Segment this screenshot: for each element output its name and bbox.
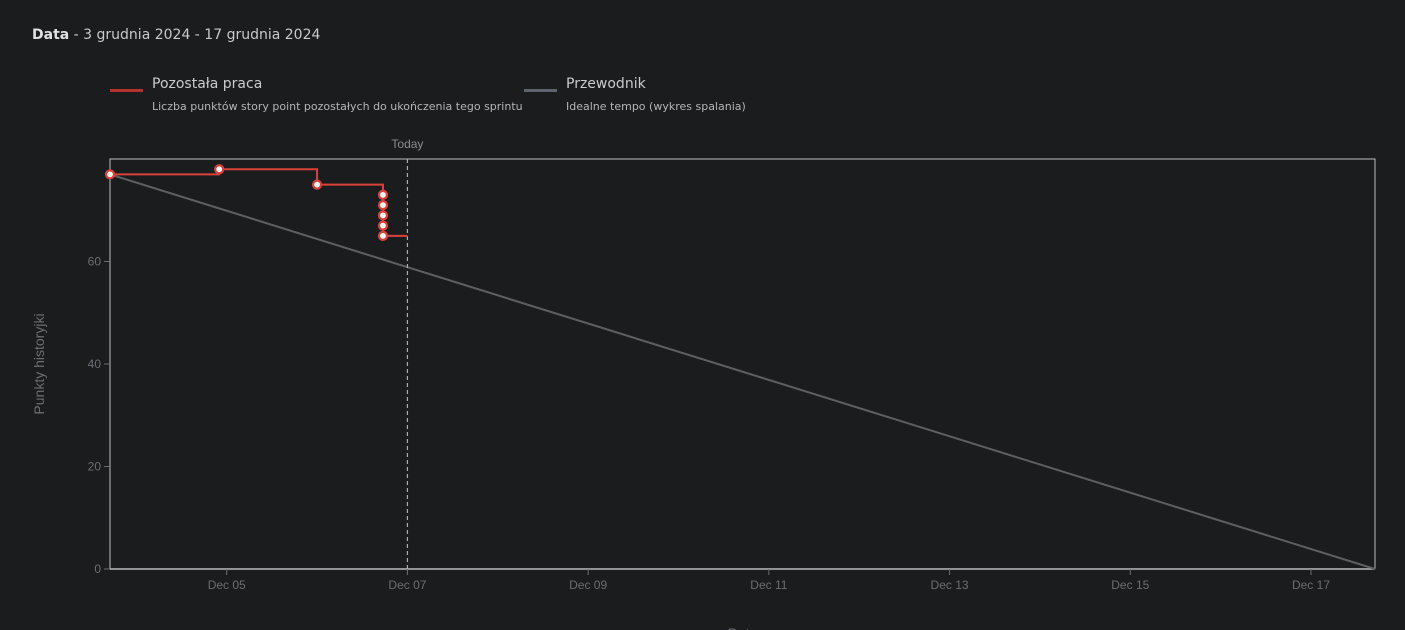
remaining-work-point bbox=[377, 200, 389, 211]
legend-description-remaining-work: Liczba punktów story point pozostałych d… bbox=[152, 100, 523, 113]
x-tick-label: Dec 15 bbox=[1111, 578, 1149, 592]
x-tick-label: Dec 07 bbox=[388, 578, 426, 592]
x-tick-label: Dec 11 bbox=[750, 578, 787, 592]
remaining-work-point bbox=[377, 189, 389, 200]
y-axis-title: Punkty historyjki bbox=[31, 313, 47, 414]
y-tick-label: 0 bbox=[94, 562, 101, 576]
date-range-value: - 3 grudnia 2024 - 17 grudnia 2024 bbox=[69, 27, 321, 43]
legend-description-guideline: Idealne tempo (wykres spalania) bbox=[566, 100, 746, 113]
remaining-work-series-line bbox=[110, 168, 408, 237]
x-tick-label: Dec 09 bbox=[569, 578, 607, 592]
plot-frame bbox=[109, 158, 1376, 569]
x-tick-label: Dec 17 bbox=[1292, 578, 1330, 592]
y-tick-label: 20 bbox=[88, 460, 102, 474]
remaining-work-point bbox=[377, 220, 389, 231]
y-tick-label: 60 bbox=[88, 255, 102, 269]
date-range-header: Data - 3 grudnia 2024 - 17 grudnia 2024 bbox=[32, 27, 320, 43]
today-marker-label: Today bbox=[391, 137, 423, 151]
x-tick-label: Dec 05 bbox=[208, 578, 246, 592]
x-axis-title: Data bbox=[728, 625, 758, 630]
legend-swatch-guideline bbox=[524, 89, 557, 92]
remaining-work-point bbox=[311, 179, 323, 190]
remaining-work-point bbox=[104, 169, 116, 180]
legend-title-guideline: Przewodnik bbox=[566, 76, 646, 92]
x-tick-label: Dec 13 bbox=[931, 578, 969, 592]
y-tick-label: 40 bbox=[88, 357, 102, 371]
remaining-work-point bbox=[377, 230, 389, 241]
guideline-series-line bbox=[109, 173, 1376, 570]
remaining-work-point bbox=[377, 210, 389, 221]
remaining-work-point bbox=[214, 164, 225, 175]
legend-swatch-remaining-work bbox=[110, 89, 143, 92]
date-range-label: Data bbox=[32, 27, 70, 43]
legend-title-remaining-work: Pozostała praca bbox=[152, 76, 263, 92]
